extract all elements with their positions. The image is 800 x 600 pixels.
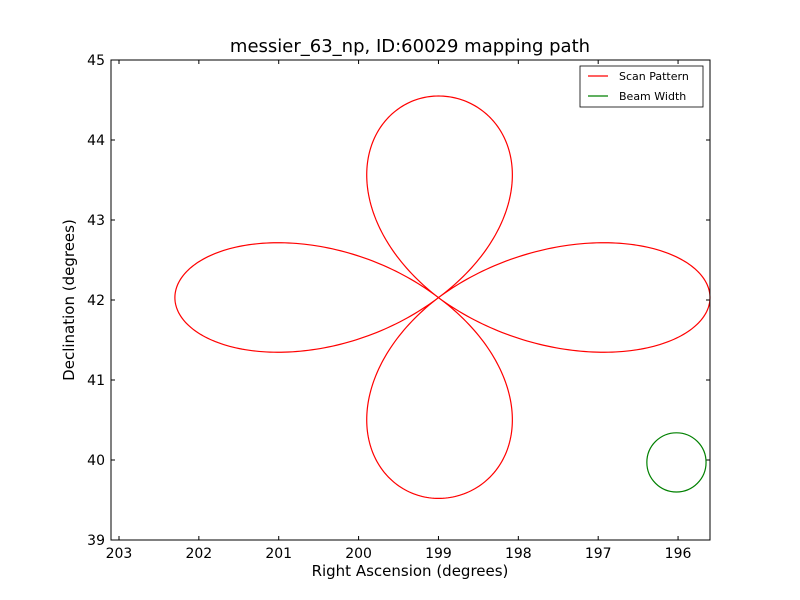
y-tick-label: 45 xyxy=(87,53,105,69)
x-tick-label: 198 xyxy=(505,546,532,562)
legend-box xyxy=(579,65,704,108)
y-tick-label: 41 xyxy=(87,373,105,389)
legend-label-scan-pattern: Scan Pattern xyxy=(619,70,689,83)
x-axis-ticks: 203 202 201 200 199 198 197 196 xyxy=(106,60,692,562)
legend: Scan Pattern Beam Width xyxy=(579,65,704,108)
y-axis-label: Declination (degrees) xyxy=(60,219,78,381)
y-tick-label: 42 xyxy=(87,293,105,309)
x-tick-label: 196 xyxy=(665,546,692,562)
x-tick-label: 200 xyxy=(345,546,372,562)
legend-label-beam-width: Beam Width xyxy=(619,90,686,103)
x-tick-label: 199 xyxy=(425,546,452,562)
y-tick-label: 40 xyxy=(87,453,105,469)
y-tick-label: 39 xyxy=(87,533,105,549)
plot-area xyxy=(111,60,710,540)
y-tick-label: 44 xyxy=(87,133,105,149)
x-tick-label: 203 xyxy=(106,546,133,562)
x-tick-label: 201 xyxy=(265,546,292,562)
beam-width-circle xyxy=(646,432,707,493)
x-axis-label: Right Ascension (degrees) xyxy=(312,562,509,580)
y-axis-ticks: 39 40 41 42 43 44 45 xyxy=(87,53,710,549)
plot-frame xyxy=(110,59,711,541)
y-tick-label: 43 xyxy=(87,213,105,229)
chart-title: messier_63_np, ID:60029 mapping path xyxy=(230,36,590,57)
x-tick-label: 202 xyxy=(185,546,212,562)
x-tick-label: 197 xyxy=(585,546,612,562)
